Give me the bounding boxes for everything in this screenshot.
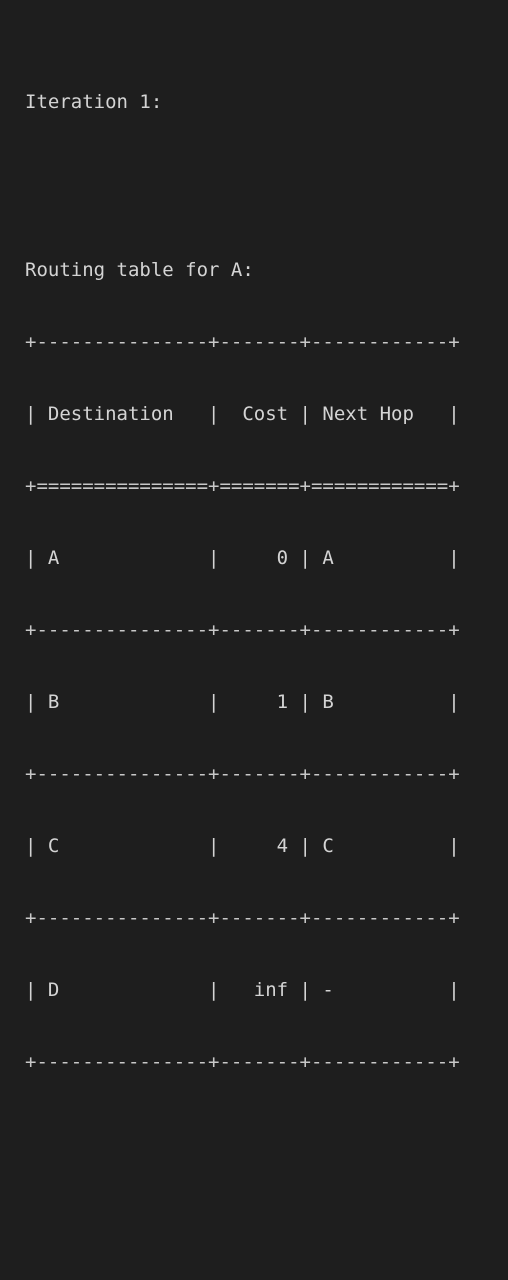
table-row-separator: +---------------+-------+------------+ — [25, 619, 460, 641]
table-border-top: +---------------+-------+------------+ — [25, 331, 460, 353]
table-header-separator: +===============+=======+============+ — [25, 475, 460, 497]
table-row-separator: +---------------+-------+------------+ — [25, 763, 460, 785]
routing-table-title: Routing table for A: — [25, 259, 254, 281]
table-row: | A | 0 | A | — [25, 547, 460, 569]
table-border-bottom: +---------------+-------+------------+ — [25, 1051, 460, 1073]
table-row: | C | 4 | C | — [25, 835, 460, 857]
terminal-output: Iteration 1: Routing table for A: +-----… — [25, 18, 495, 1280]
table-header-row: | Destination | Cost | Next Hop | — [25, 403, 460, 425]
blank-line — [25, 1194, 495, 1218]
table-row: | D | inf | - | — [25, 979, 460, 1001]
iteration-label: Iteration 1: — [25, 91, 163, 113]
table-row: | B | 1 | B | — [25, 691, 460, 713]
routing-table-a: Routing table for A: +---------------+--… — [25, 210, 495, 1122]
table-row-separator: +---------------+-------+------------+ — [25, 907, 460, 929]
